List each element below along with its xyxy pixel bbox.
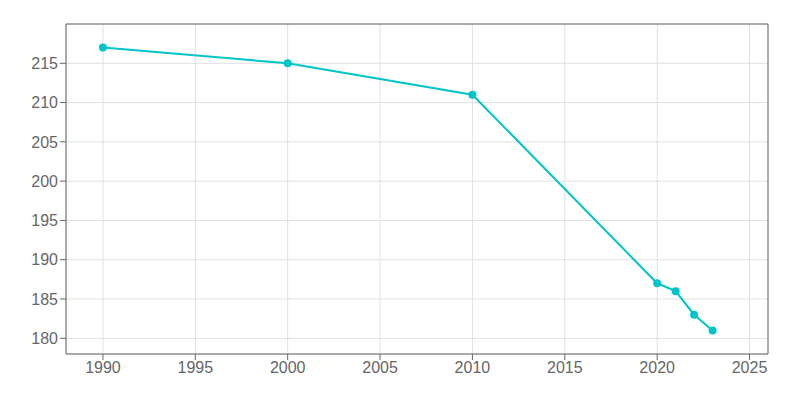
svg-text:1990: 1990: [85, 359, 121, 376]
svg-text:215: 215: [31, 55, 58, 72]
svg-text:2020: 2020: [639, 359, 675, 376]
svg-text:185: 185: [31, 291, 58, 308]
svg-text:2025: 2025: [732, 359, 768, 376]
svg-text:195: 195: [31, 212, 58, 229]
svg-text:180: 180: [31, 330, 58, 347]
svg-text:210: 210: [31, 94, 58, 111]
svg-text:2005: 2005: [362, 359, 398, 376]
svg-text:2010: 2010: [455, 359, 491, 376]
svg-text:190: 190: [31, 251, 58, 268]
svg-text:2015: 2015: [547, 359, 583, 376]
svg-text:200: 200: [31, 173, 58, 190]
svg-text:2000: 2000: [270, 359, 306, 376]
svg-text:1995: 1995: [178, 359, 214, 376]
svg-text:205: 205: [31, 134, 58, 151]
